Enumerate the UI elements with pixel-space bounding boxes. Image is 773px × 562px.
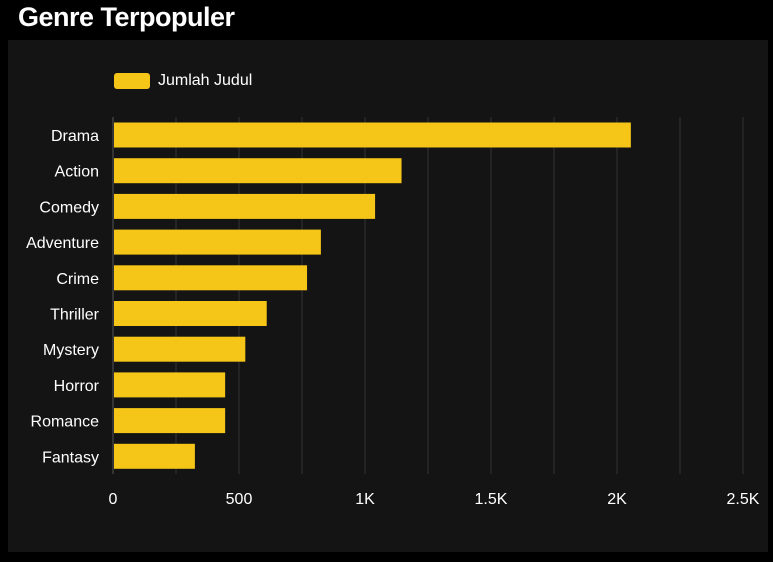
x-tick-label: 500 <box>226 491 253 508</box>
category-label: Comedy <box>39 199 99 216</box>
bar[interactable] <box>114 336 246 362</box>
bar[interactable] <box>114 372 226 398</box>
x-tick-label: 1.5K <box>475 491 508 508</box>
bar[interactable] <box>114 443 195 469</box>
category-label: Fantasy <box>42 449 99 466</box>
x-tick-label: 0 <box>109 491 118 508</box>
category-label: Action <box>55 164 99 181</box>
category-label: Thriller <box>50 307 100 324</box>
chart-title: Genre Terpopuler <box>18 2 235 32</box>
bar[interactable] <box>114 158 402 184</box>
bar[interactable] <box>114 229 321 255</box>
category-label: Crime <box>56 271 99 288</box>
category-label: Mystery <box>43 342 99 359</box>
legend[interactable]: Jumlah Judul <box>114 71 252 91</box>
x-tick-label: 2K <box>607 491 627 508</box>
bar[interactable] <box>114 408 226 434</box>
category-label: Romance <box>31 414 100 431</box>
bar[interactable] <box>114 265 308 291</box>
category-label: Horror <box>54 378 100 395</box>
bar[interactable] <box>114 301 267 326</box>
bar[interactable] <box>114 122 631 148</box>
category-label: Adventure <box>26 235 99 252</box>
legend-swatch <box>114 73 150 89</box>
x-tick-label: 1K <box>355 491 375 508</box>
category-label: Drama <box>51 128 99 145</box>
x-tick-label: 2.5K <box>727 491 760 508</box>
legend-label: Jumlah Judul <box>158 72 253 89</box>
bar[interactable] <box>114 193 376 219</box>
